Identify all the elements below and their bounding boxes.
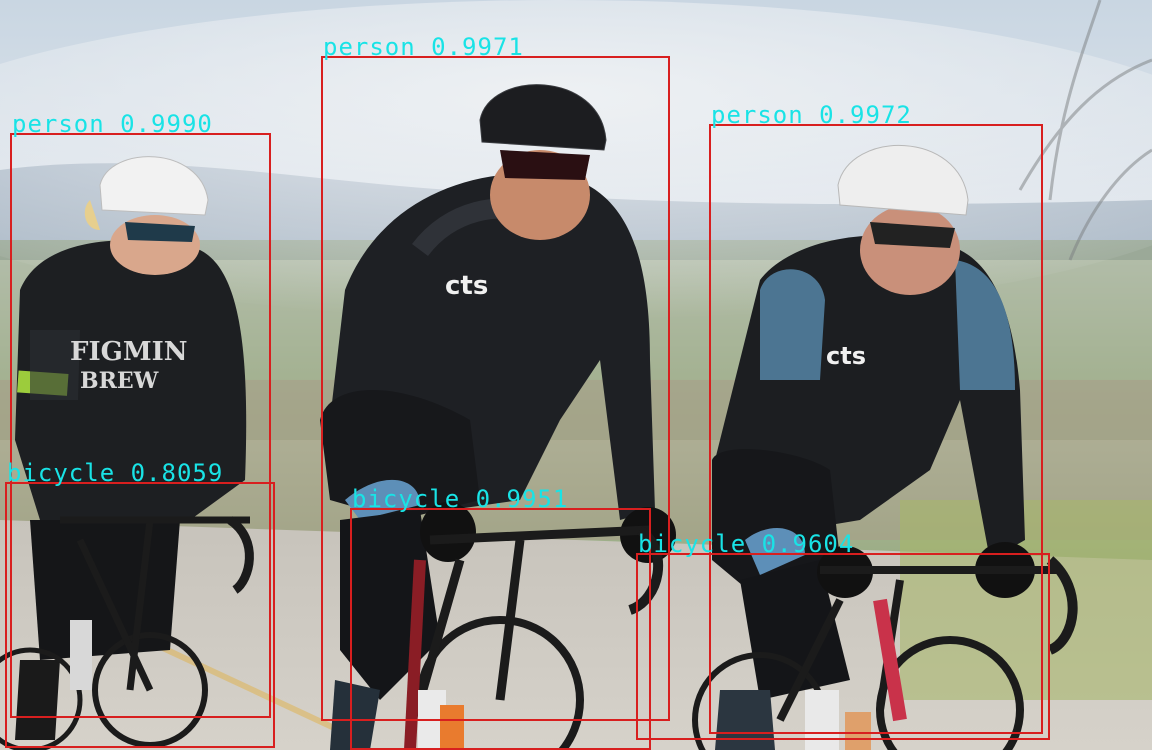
detection-box-bicycle-center <box>350 508 651 750</box>
detection-label-person-left: person 0.9990 <box>12 110 213 138</box>
detection-label-bicycle-right: bicycle 0.9604 <box>638 530 855 558</box>
svg-text:cts: cts <box>826 342 866 370</box>
right-cyclist: cts <box>712 145 1035 750</box>
detection-label-person-right: person 0.9972 <box>711 101 912 129</box>
detection-box-person-right <box>709 124 1043 734</box>
detection-box-bicycle-right <box>636 553 1050 740</box>
detection-box-person-left <box>10 133 271 718</box>
svg-text:cts: cts <box>445 271 488 301</box>
detection-box-person-center <box>321 56 670 721</box>
left-bicycle <box>0 516 254 750</box>
center-bicycle <box>404 525 663 750</box>
detection-label-bicycle-center: bicycle 0.9951 <box>352 485 569 513</box>
detection-label-person-center: person 0.9971 <box>323 33 524 61</box>
detection-box-bicycle-left <box>5 482 275 748</box>
detection-label-bicycle-left: bicycle 0.8059 <box>7 459 224 487</box>
right-bicycle <box>692 556 1078 750</box>
svg-text:BREW: BREW <box>80 368 159 394</box>
svg-text:FIGMIN: FIGMIN <box>70 337 188 367</box>
